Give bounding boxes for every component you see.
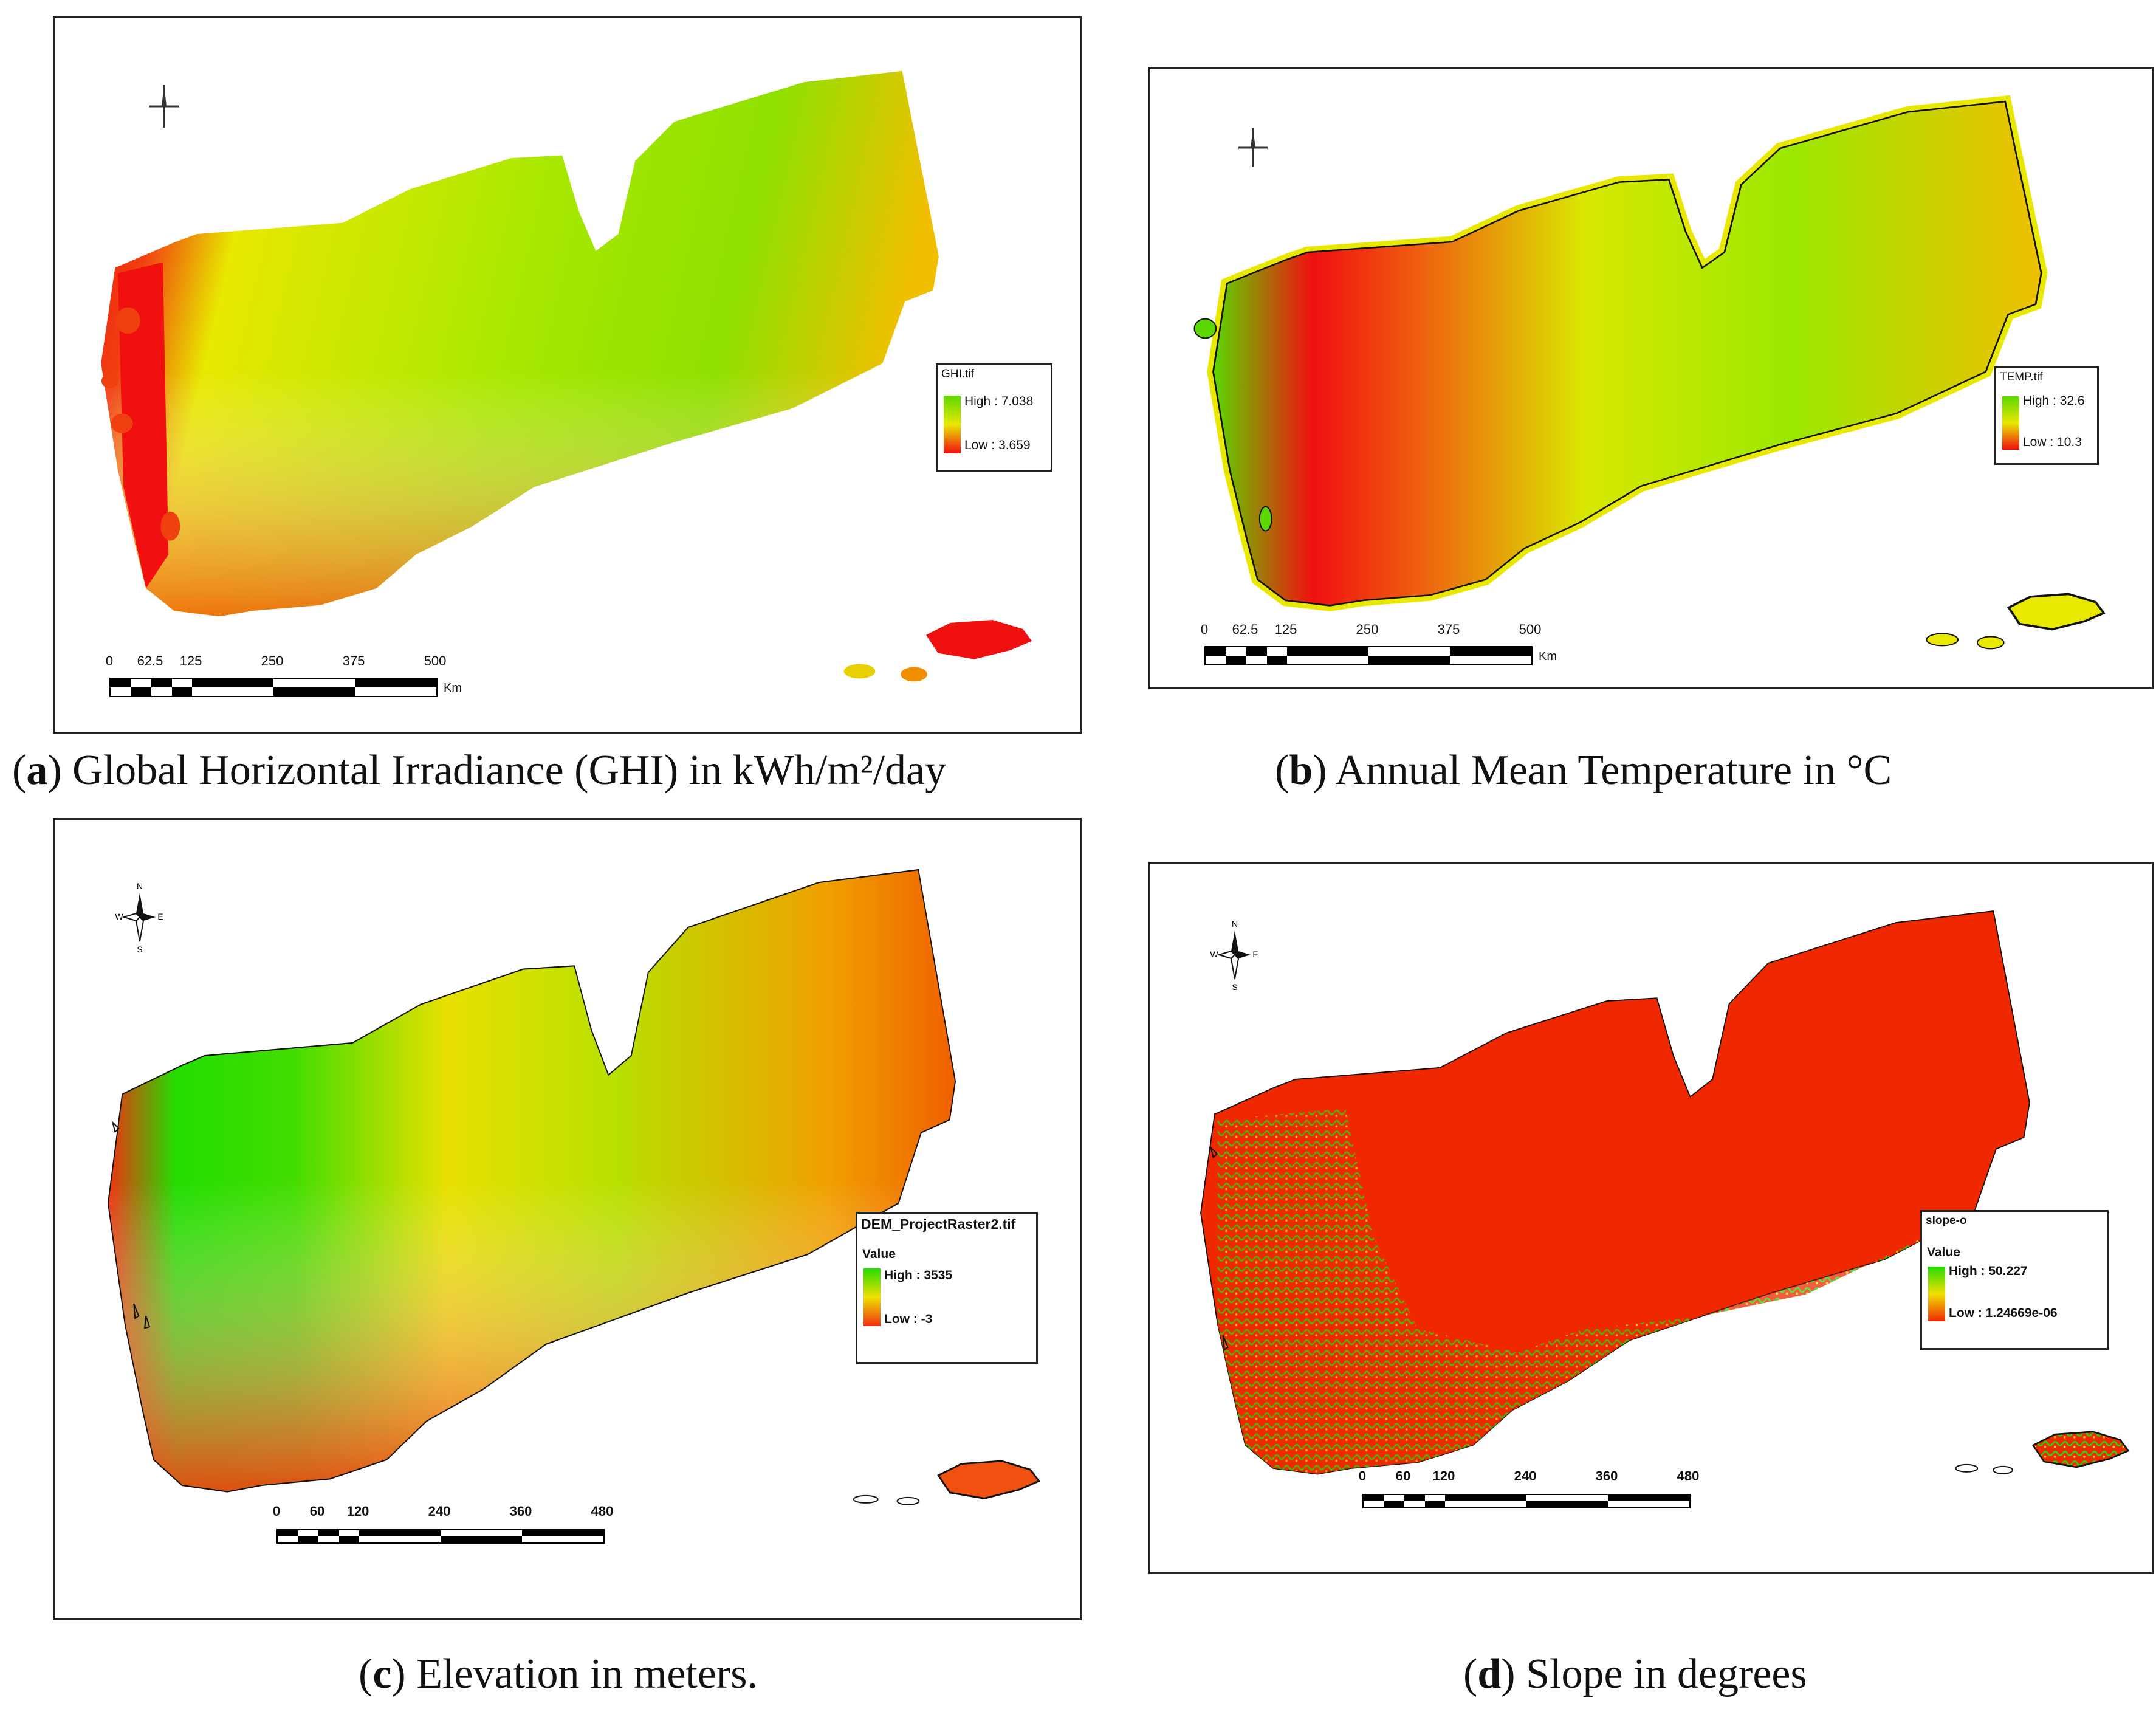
scale-tick-label: 240 — [428, 1504, 451, 1519]
compass-w: W — [1210, 949, 1218, 959]
north-arrow-icon — [146, 79, 182, 137]
scale-tick-label: 120 — [1432, 1468, 1455, 1484]
compass-rose-icon: N S W E — [115, 881, 164, 957]
scale-tick-label: 125 — [1274, 622, 1297, 637]
legend-color-ramp — [1928, 1267, 1945, 1321]
map-panel-slope: N S W E slope-o Value High : 50.227 Low … — [1148, 862, 2154, 1574]
scale-tick-label: 375 — [342, 653, 365, 669]
compass-rose-icon: N S W E — [1210, 918, 1259, 994]
legend-value-heading: Value — [862, 1247, 896, 1261]
compass-s: S — [1232, 982, 1237, 991]
caption-letter: d — [1477, 1651, 1502, 1697]
scale-unit: Km — [1539, 650, 1557, 663]
legend-title: GHI.tif — [941, 368, 974, 380]
scale-bar-graphic — [109, 678, 438, 697]
legend-title: TEMP.tif — [2000, 371, 2043, 383]
scale-unit: Km — [444, 681, 462, 695]
scale-tick-label: 360 — [509, 1504, 532, 1519]
scale-bar-graphic — [276, 1529, 605, 1544]
scale-tick-label: 250 — [1356, 622, 1379, 637]
legend-low-label: Low : 10.3 — [2023, 435, 2082, 449]
scale-tick-label: 60 — [309, 1504, 325, 1519]
scale-bar: 0 62.5 125 250 375 500 Km — [105, 653, 474, 714]
compass-n: N — [137, 881, 143, 891]
scale-bar: 0 62.5 125 250 375 500 Km — [1200, 622, 1569, 683]
legend-color-ramp — [863, 1268, 881, 1326]
legend-high-label: High : 32.6 — [2023, 394, 2085, 408]
map-panel-ghi: GHI.tif High : 7.038 Low : 3.659 0 62.5 … — [53, 16, 1082, 734]
legend-title: DEM_ProjectRaster2.tif — [861, 1216, 1016, 1232]
map-legend: TEMP.tif High : 32.6 Low : 10.3 — [1994, 366, 2099, 465]
map-legend: DEM_ProjectRaster2.tif Value High : 3535… — [856, 1212, 1038, 1364]
map-panel-temperature: TEMP.tif High : 32.6 Low : 10.3 0 62.5 1… — [1148, 67, 2154, 689]
north-arrow-icon — [1235, 123, 1271, 175]
compass-s: S — [137, 944, 142, 954]
map-panel-elevation: N S W E DEM_ProjectRaster2.tif Value Hig… — [53, 818, 1082, 1620]
scale-tick-label: 480 — [591, 1504, 614, 1519]
legend-value-heading: Value — [1927, 1245, 1960, 1259]
scale-tick-label: 0 — [272, 1504, 281, 1519]
slope-raster-map — [1200, 910, 2129, 1475]
caption-letter: a — [26, 747, 48, 794]
caption-text: Global Horizontal Irradiance (GHI) in kW… — [72, 747, 947, 794]
scale-tick-label: 375 — [1437, 622, 1460, 637]
ghi-raster-map — [101, 70, 1032, 682]
scale-tick-label: 0 — [105, 653, 114, 669]
scale-bar: 0 60 120 240 360 480 — [272, 1504, 653, 1564]
legend-color-ramp — [944, 396, 961, 453]
caption-d: (d) Slope in degrees — [1463, 1651, 1807, 1697]
scale-bar-graphic — [1204, 646, 1533, 665]
scale-tick-label: 0 — [1358, 1468, 1367, 1484]
caption-letter: c — [372, 1651, 392, 1697]
scale-tick-label: 250 — [261, 653, 284, 669]
scale-bar: 0 60 120 240 360 480 — [1358, 1468, 1739, 1529]
legend-low-label: Low : 3.659 — [964, 438, 1031, 452]
compass-e: E — [157, 912, 163, 921]
compass-e: E — [1252, 949, 1258, 959]
scale-tick-label: 480 — [1677, 1468, 1700, 1484]
caption-b: (b) Annual Mean Temperature in °C — [1275, 747, 1892, 794]
scale-tick-label: 500 — [1519, 622, 1542, 637]
legend-high-label: High : 3535 — [884, 1268, 953, 1282]
scale-tick-label: 360 — [1595, 1468, 1618, 1484]
scale-tick-label: 120 — [346, 1504, 369, 1519]
legend-title: slope-o — [1926, 1214, 1967, 1227]
caption-text: Annual Mean Temperature in °C — [1335, 747, 1892, 794]
map-legend: slope-o Value High : 50.227 Low : 1.2466… — [1920, 1210, 2109, 1350]
caption-a: (a) Global Horizontal Irradiance (GHI) i… — [12, 747, 947, 794]
legend-low-label: Low : -3 — [884, 1312, 933, 1326]
legend-high-label: High : 7.038 — [964, 394, 1034, 408]
scale-tick-label: 62.5 — [137, 653, 163, 669]
map-legend: GHI.tif High : 7.038 Low : 3.659 — [936, 363, 1052, 472]
caption-text: Slope in degrees — [1526, 1651, 1807, 1697]
temperature-raster-map — [1193, 69, 2105, 650]
legend-low-label: Low : 1.24669e-06 — [1949, 1306, 2058, 1320]
scale-tick-label: 60 — [1395, 1468, 1411, 1484]
compass-w: W — [115, 912, 123, 921]
scale-tick-label: 125 — [179, 653, 202, 669]
scale-tick-label: 62.5 — [1232, 622, 1258, 637]
caption-letter: b — [1289, 747, 1313, 794]
scale-tick-label: 0 — [1200, 622, 1209, 637]
caption-text: Elevation in meters. — [416, 1651, 758, 1697]
scale-bar-graphic — [1362, 1494, 1691, 1508]
legend-color-ramp — [2002, 396, 2019, 450]
scale-tick-label: 240 — [1514, 1468, 1537, 1484]
caption-c: (c) Elevation in meters. — [359, 1651, 758, 1697]
legend-high-label: High : 50.227 — [1949, 1264, 2028, 1278]
elevation-raster-map — [107, 868, 1040, 1505]
scale-tick-label: 500 — [424, 653, 447, 669]
compass-n: N — [1232, 919, 1238, 929]
